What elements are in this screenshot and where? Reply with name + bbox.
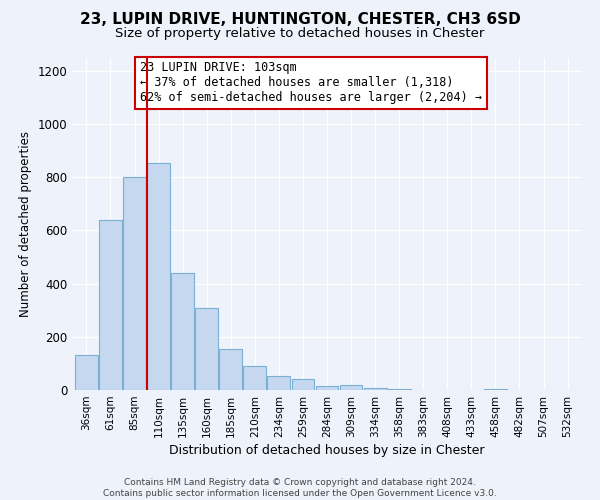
Bar	[123, 177, 146, 390]
Bar	[340, 384, 362, 390]
Bar	[364, 388, 386, 390]
Bar	[220, 349, 242, 390]
Bar	[195, 308, 218, 390]
Bar	[171, 273, 194, 390]
Bar	[75, 356, 98, 390]
Bar	[147, 162, 170, 390]
Text: 23 LUPIN DRIVE: 103sqm
← 37% of detached houses are smaller (1,318)
62% of semi-: 23 LUPIN DRIVE: 103sqm ← 37% of detached…	[140, 62, 482, 104]
Bar	[388, 389, 410, 390]
Bar	[292, 379, 314, 390]
X-axis label: Distribution of detached houses by size in Chester: Distribution of detached houses by size …	[169, 444, 485, 457]
Bar	[99, 220, 122, 390]
Y-axis label: Number of detached properties: Number of detached properties	[19, 130, 32, 317]
Text: Contains HM Land Registry data © Crown copyright and database right 2024.
Contai: Contains HM Land Registry data © Crown c…	[103, 478, 497, 498]
Text: 23, LUPIN DRIVE, HUNTINGTON, CHESTER, CH3 6SD: 23, LUPIN DRIVE, HUNTINGTON, CHESTER, CH…	[80, 12, 520, 28]
Text: Size of property relative to detached houses in Chester: Size of property relative to detached ho…	[115, 28, 485, 40]
Bar	[268, 376, 290, 390]
Bar	[244, 366, 266, 390]
Bar	[316, 386, 338, 390]
Bar	[484, 389, 507, 390]
